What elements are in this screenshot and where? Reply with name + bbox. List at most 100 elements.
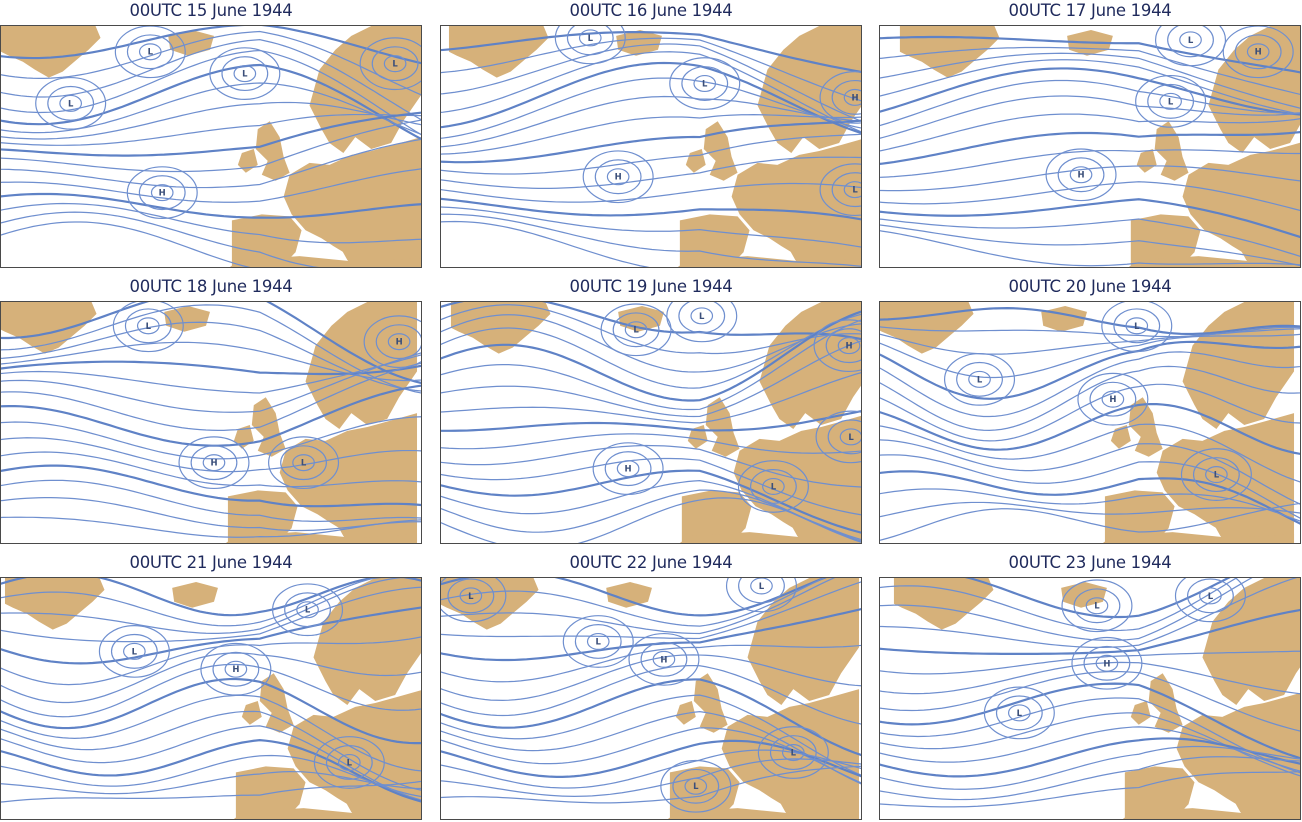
isobar-ring bbox=[447, 578, 495, 614]
low-pressure-label: L bbox=[242, 69, 248, 79]
isobar-line bbox=[441, 739, 861, 778]
landmass bbox=[259, 673, 294, 733]
isobar-line bbox=[1, 451, 421, 488]
pressure-chart: L H H L bbox=[0, 301, 422, 544]
isobar-line bbox=[1, 113, 421, 146]
isobar-ring bbox=[624, 321, 648, 339]
isobar-line bbox=[1, 677, 421, 745]
isobar-ring bbox=[582, 150, 654, 204]
isobar-line bbox=[441, 410, 861, 432]
isobar-line bbox=[1, 694, 421, 772]
isobar-line bbox=[1, 362, 421, 431]
map-svg: L L H L bbox=[1, 578, 421, 819]
isobar-ring bbox=[1101, 390, 1125, 408]
landmass bbox=[1234, 222, 1267, 267]
map-panel: 00UTC 21 June 1944 L L H L bbox=[0, 552, 422, 822]
isobar-ring bbox=[459, 587, 483, 605]
isobar-ring bbox=[594, 159, 642, 195]
isobar-ring bbox=[126, 166, 198, 219]
isobar-ring bbox=[1073, 588, 1121, 624]
isobar-ring bbox=[1179, 31, 1202, 49]
isobar-ring bbox=[124, 308, 172, 344]
isobar-line bbox=[441, 654, 861, 702]
isobar-line bbox=[441, 51, 861, 133]
isobar-line bbox=[441, 304, 861, 355]
landmass bbox=[1202, 578, 1300, 705]
high-pressure-label: H bbox=[210, 458, 217, 468]
isobar-line bbox=[1, 586, 421, 643]
landmass bbox=[231, 214, 302, 267]
isobar-line bbox=[880, 351, 1300, 418]
isobar-ring bbox=[202, 454, 226, 472]
isobar-line bbox=[441, 37, 861, 102]
isobar-ring bbox=[1135, 74, 1207, 128]
landmass bbox=[283, 137, 421, 267]
panel-title: 00UTC 15 June 1944 bbox=[129, 1, 293, 20]
isobar-ring bbox=[441, 578, 507, 623]
landmass bbox=[757, 26, 861, 153]
isobar-ring bbox=[1069, 166, 1093, 184]
isobar-ring bbox=[200, 642, 272, 696]
low-pressure-label: L bbox=[1214, 470, 1220, 480]
landmass bbox=[172, 581, 218, 608]
isobar-line bbox=[441, 372, 861, 424]
pressure-chart: L L H L bbox=[0, 577, 422, 820]
map-svg: L L H L bbox=[880, 302, 1300, 543]
low-pressure-label: L bbox=[633, 325, 639, 335]
isobar-ring bbox=[684, 777, 708, 795]
pressure-chart: L L H H L bbox=[440, 25, 862, 268]
isobar-ring bbox=[292, 454, 315, 472]
isobar-line bbox=[441, 749, 861, 789]
isobar-ring bbox=[112, 302, 184, 353]
isobar-line bbox=[1, 606, 421, 665]
isobar-ring bbox=[843, 88, 861, 106]
landmass bbox=[4, 578, 105, 630]
isobar-ring bbox=[943, 352, 1016, 406]
isobar-ring bbox=[762, 477, 785, 495]
isobar-ring bbox=[1147, 83, 1195, 119]
panel-title: 00UTC 18 June 1944 bbox=[129, 277, 293, 296]
isobar-line bbox=[880, 333, 1300, 379]
low-pressure-label: L bbox=[68, 98, 74, 108]
isobar-ring bbox=[813, 319, 861, 373]
map-panel: 00UTC 16 June 1944 L L H H L bbox=[440, 0, 862, 270]
isobar-line bbox=[441, 302, 861, 341]
isobar-ring bbox=[126, 34, 174, 70]
isobar-line bbox=[880, 365, 1300, 431]
isobar-line bbox=[1, 437, 421, 473]
isobar-line bbox=[880, 650, 1300, 675]
isobar-ring bbox=[371, 46, 419, 82]
isobar-line bbox=[1, 710, 421, 791]
isobar-layer: L L L L H bbox=[1, 26, 421, 267]
isobar-ring bbox=[337, 753, 361, 771]
isobar-line bbox=[880, 131, 1300, 165]
isobar-line bbox=[441, 119, 861, 164]
isobar-line bbox=[880, 470, 1300, 525]
low-pressure-label: L bbox=[1208, 591, 1214, 601]
high-pressure-label: H bbox=[1255, 47, 1262, 57]
isobar-line bbox=[1, 30, 421, 96]
isobar-line bbox=[441, 765, 861, 804]
panel-title: 00UTC 19 June 1944 bbox=[569, 277, 733, 296]
isobar-line bbox=[1, 39, 421, 121]
low-pressure-label: L bbox=[132, 646, 138, 656]
isobar-ring bbox=[387, 333, 411, 351]
isobar-ring bbox=[212, 651, 260, 687]
land-layer bbox=[1, 302, 418, 543]
isobar-layer: L H L H bbox=[880, 26, 1300, 267]
landmass bbox=[279, 413, 418, 543]
isobar-line bbox=[880, 307, 1300, 336]
isobar-ring bbox=[363, 315, 421, 369]
isobar-ring bbox=[209, 47, 281, 100]
isobar-ring bbox=[652, 650, 676, 668]
isobar-line bbox=[1, 341, 421, 382]
isobar-line bbox=[1, 192, 421, 219]
landmass bbox=[1122, 808, 1300, 819]
isobar-ring bbox=[296, 601, 319, 619]
land-layer bbox=[441, 578, 860, 819]
isobar-line bbox=[1, 82, 421, 135]
isobar-line bbox=[1, 26, 421, 65]
isobar-ring bbox=[1007, 704, 1031, 722]
landmass bbox=[773, 774, 806, 819]
map-svg: L H L H bbox=[880, 26, 1300, 267]
